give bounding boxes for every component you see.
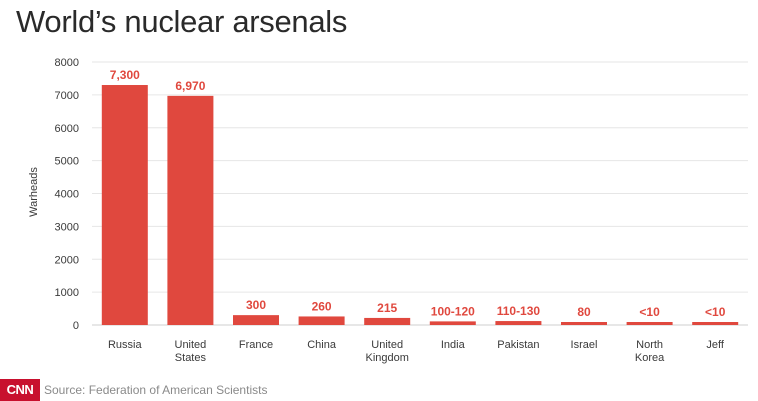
category-label: Russia [108, 339, 143, 351]
category-label: United States [175, 339, 207, 364]
y-tick-label: 7000 [55, 90, 79, 102]
bar [561, 322, 607, 325]
category-label: France [239, 339, 273, 351]
y-tick-label: 1000 [55, 287, 79, 299]
category-label: China [307, 339, 337, 351]
bar [364, 317, 411, 325]
cnn-logo: CNN [0, 379, 40, 401]
y-tick-label: 5000 [55, 156, 79, 168]
chart-title: World’s nuclear arsenals [16, 4, 348, 39]
bar [167, 95, 214, 325]
category-label: Pakistan [497, 339, 539, 351]
bar [298, 316, 345, 325]
value-label: 100-120 [431, 304, 475, 318]
y-tick-label: 4000 [55, 189, 79, 201]
y-tick-label: 3000 [55, 221, 79, 233]
bar [692, 322, 739, 325]
bar [495, 321, 542, 325]
value-label: <10 [639, 305, 660, 319]
value-label: 110-130 [497, 304, 541, 318]
y-axis-label: Warheads [28, 167, 40, 217]
bar [429, 321, 476, 325]
category-label: Jeff [706, 339, 724, 351]
value-label: 260 [312, 299, 332, 313]
bar-chart: 0 1000 2000 3000 4000 5000 6000 7000 8000 Warhea… [28, 57, 748, 364]
category-label: North Korea [635, 339, 665, 364]
value-labels: 7,300 6,970 300 260 215 100-120 110-130 80 <10 <1… [110, 68, 726, 319]
value-label: <10 [705, 305, 726, 319]
value-label: 7,300 [110, 68, 140, 82]
value-label: 300 [246, 298, 266, 312]
bar [101, 85, 148, 325]
y-tick-label: 2000 [55, 254, 79, 266]
category-label: Israel [571, 339, 598, 351]
bar [626, 322, 673, 325]
y-tick-label: 8000 [55, 57, 79, 69]
value-label: 215 [377, 301, 397, 315]
category-label: United Kingdom [365, 339, 408, 364]
value-label: 6,970 [175, 79, 205, 93]
y-tick-label: 6000 [55, 123, 79, 135]
y-axis-ticks: 0 1000 2000 3000 4000 5000 6000 7000 8000 [55, 57, 79, 332]
source-text: Source: Federation of American Scientist… [44, 383, 268, 397]
bars [101, 85, 739, 325]
category-labels: Russia United States France China United Kingd… [108, 339, 725, 364]
footer: CNN Source: Federation of American Scien… [0, 377, 758, 401]
value-label: 80 [577, 305, 591, 319]
category-label: India [441, 339, 466, 351]
bar [233, 315, 279, 325]
y-tick-label: 0 [73, 320, 79, 332]
